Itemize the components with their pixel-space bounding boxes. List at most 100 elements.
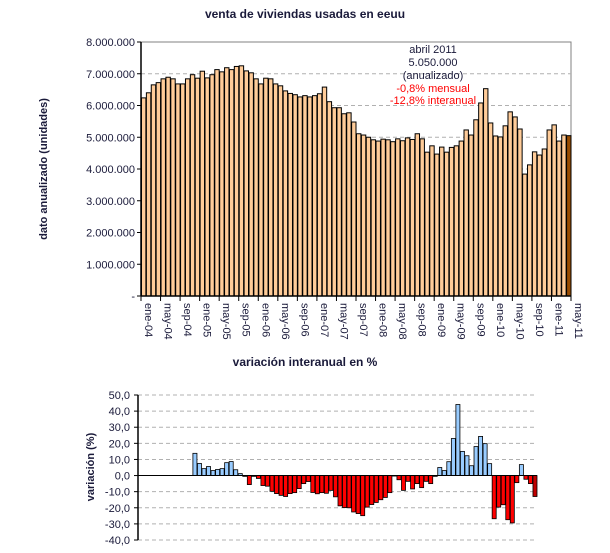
bar (527, 164, 533, 297)
bar (528, 475, 533, 485)
bar (387, 475, 393, 494)
x-tick-label: sep-08 (416, 303, 428, 337)
bar (314, 475, 320, 495)
annotation: abril 2011 5.050.000 (anualizado) -0,8% … (390, 44, 476, 107)
bar (541, 148, 548, 297)
bar (292, 94, 298, 297)
bar (297, 96, 303, 297)
bar (409, 138, 416, 297)
bar (233, 65, 240, 297)
bar (532, 475, 538, 497)
bar (355, 475, 361, 514)
bar (316, 93, 323, 297)
bar (296, 475, 302, 490)
bar (396, 475, 402, 481)
y-tick-label: 1.000.000 (86, 259, 135, 271)
bar (228, 69, 235, 297)
bar (380, 138, 386, 297)
bar (497, 136, 504, 297)
bar (323, 475, 329, 494)
bar (180, 83, 186, 297)
bar (404, 137, 411, 297)
bar (192, 452, 198, 476)
bar (319, 475, 325, 494)
bar (165, 76, 171, 297)
y-tick-label: 30,0 (109, 422, 130, 434)
y-tick-label: 5.000.000 (86, 132, 135, 144)
x-tick-label: sep-06 (298, 303, 310, 337)
x-tick-label: ene-09 (435, 303, 447, 337)
bar (160, 78, 166, 297)
bar (215, 469, 221, 476)
bar (246, 475, 252, 485)
bar (437, 467, 443, 476)
bar (341, 113, 347, 297)
bar (496, 475, 502, 508)
y-tick-label: -20,0 (105, 503, 130, 515)
x-tick-label: ene-05 (201, 303, 213, 337)
bar (292, 475, 298, 494)
x-tick-label: sep-10 (533, 303, 545, 337)
bar (463, 129, 469, 297)
bar (360, 134, 367, 297)
bar (277, 85, 284, 297)
y-tick-label: 0,0 (115, 471, 130, 483)
bar (502, 125, 508, 297)
bar (414, 133, 421, 297)
y-tick-label: 40,0 (109, 406, 130, 418)
x-tick-label: ene-11 (552, 303, 564, 336)
bar (487, 122, 494, 297)
bar (328, 475, 334, 491)
bar (305, 475, 311, 482)
bar (556, 140, 562, 297)
annotation-line: (anualizado) (403, 70, 464, 82)
bar (312, 95, 318, 297)
bar (287, 475, 293, 494)
bar (487, 463, 493, 476)
bar (460, 450, 465, 476)
bar (364, 475, 370, 508)
bar (197, 463, 202, 476)
bar (184, 78, 191, 297)
bar (233, 469, 239, 476)
bar (219, 468, 225, 476)
bar (546, 129, 552, 297)
bar (201, 468, 207, 476)
bar (274, 475, 279, 494)
bar (473, 446, 479, 476)
bar (260, 475, 266, 486)
bar (531, 151, 538, 297)
bar (434, 153, 440, 297)
bar (336, 107, 342, 297)
bar (243, 70, 249, 297)
bar (301, 475, 307, 485)
bar (512, 116, 518, 297)
bar (405, 475, 411, 482)
y-tick-label: -40,0 (105, 535, 130, 547)
bar (272, 83, 279, 297)
bar (224, 67, 230, 297)
bar (414, 475, 420, 485)
bar (507, 111, 513, 297)
bar (473, 119, 479, 297)
bar (194, 77, 201, 297)
bar (346, 475, 352, 509)
bar (450, 438, 456, 476)
bar (228, 461, 234, 476)
x-tick-label: ene-04 (142, 303, 154, 337)
x-tick-label: sep-04 (181, 303, 193, 337)
y-tick-label: -30,0 (105, 519, 130, 531)
bar (150, 84, 157, 297)
bar (351, 475, 357, 513)
bar (282, 90, 289, 297)
bar (410, 475, 415, 490)
x-tick-label: may-08 (396, 303, 408, 340)
bar (443, 151, 450, 297)
bar (333, 475, 338, 498)
bar (189, 74, 196, 297)
bar (491, 475, 497, 520)
bar (269, 475, 275, 492)
bar (399, 140, 406, 297)
bar (395, 138, 401, 297)
